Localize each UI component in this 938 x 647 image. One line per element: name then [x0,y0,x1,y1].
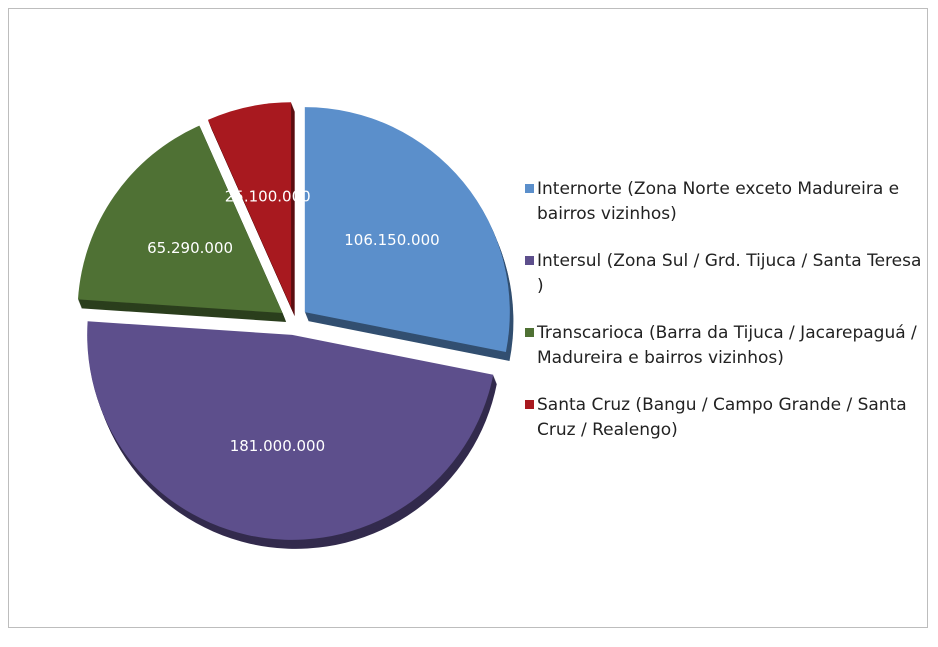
legend: Internorte (Zona Norte exceto Madureira … [521,177,931,465]
legend-label: Transcarioca (Barra da Tijuca / Jacarepa… [537,323,917,368]
legend-label: Intersul (Zona Sul / Grd. Tijuca / Santa… [537,251,922,296]
slice-label: 65.290.000 [147,239,233,257]
slice-label: 181.000.000 [230,437,325,455]
chart: 106.150.000 181.000.000 65.290.000 25.100.0… [8,8,928,628]
slice [304,107,510,352]
legend-item: Santa Cruz (Bangu / Campo Grande / Santa… [521,393,931,443]
legend-item: Intersul (Zona Sul / Grd. Tijuca / Santa… [521,249,931,299]
legend-item: Transcarioca (Barra da Tijuca / Jacarepa… [521,321,931,371]
legend-label: Internorte (Zona Norte exceto Madureira … [537,179,900,224]
slices: 106.150.000 181.000.000 65.290.000 25.100.0… [77,102,514,549]
legend-swatch [525,400,534,409]
slice [207,102,292,308]
slice-label: 106.150.000 [344,231,439,249]
legend-swatch [525,256,534,265]
legend-item: Internorte (Zona Norte exceto Madureira … [521,177,931,227]
slice [87,321,494,540]
slice [77,125,283,313]
slice-label: 25.100.000 [225,188,311,206]
legend-swatch [525,184,534,193]
pie-area: 106.150.000 181.000.000 65.290.000 25.100.0… [77,102,514,549]
legend-label: Santa Cruz (Bangu / Campo Grande / Santa… [537,395,907,440]
legend-swatch [525,328,534,337]
